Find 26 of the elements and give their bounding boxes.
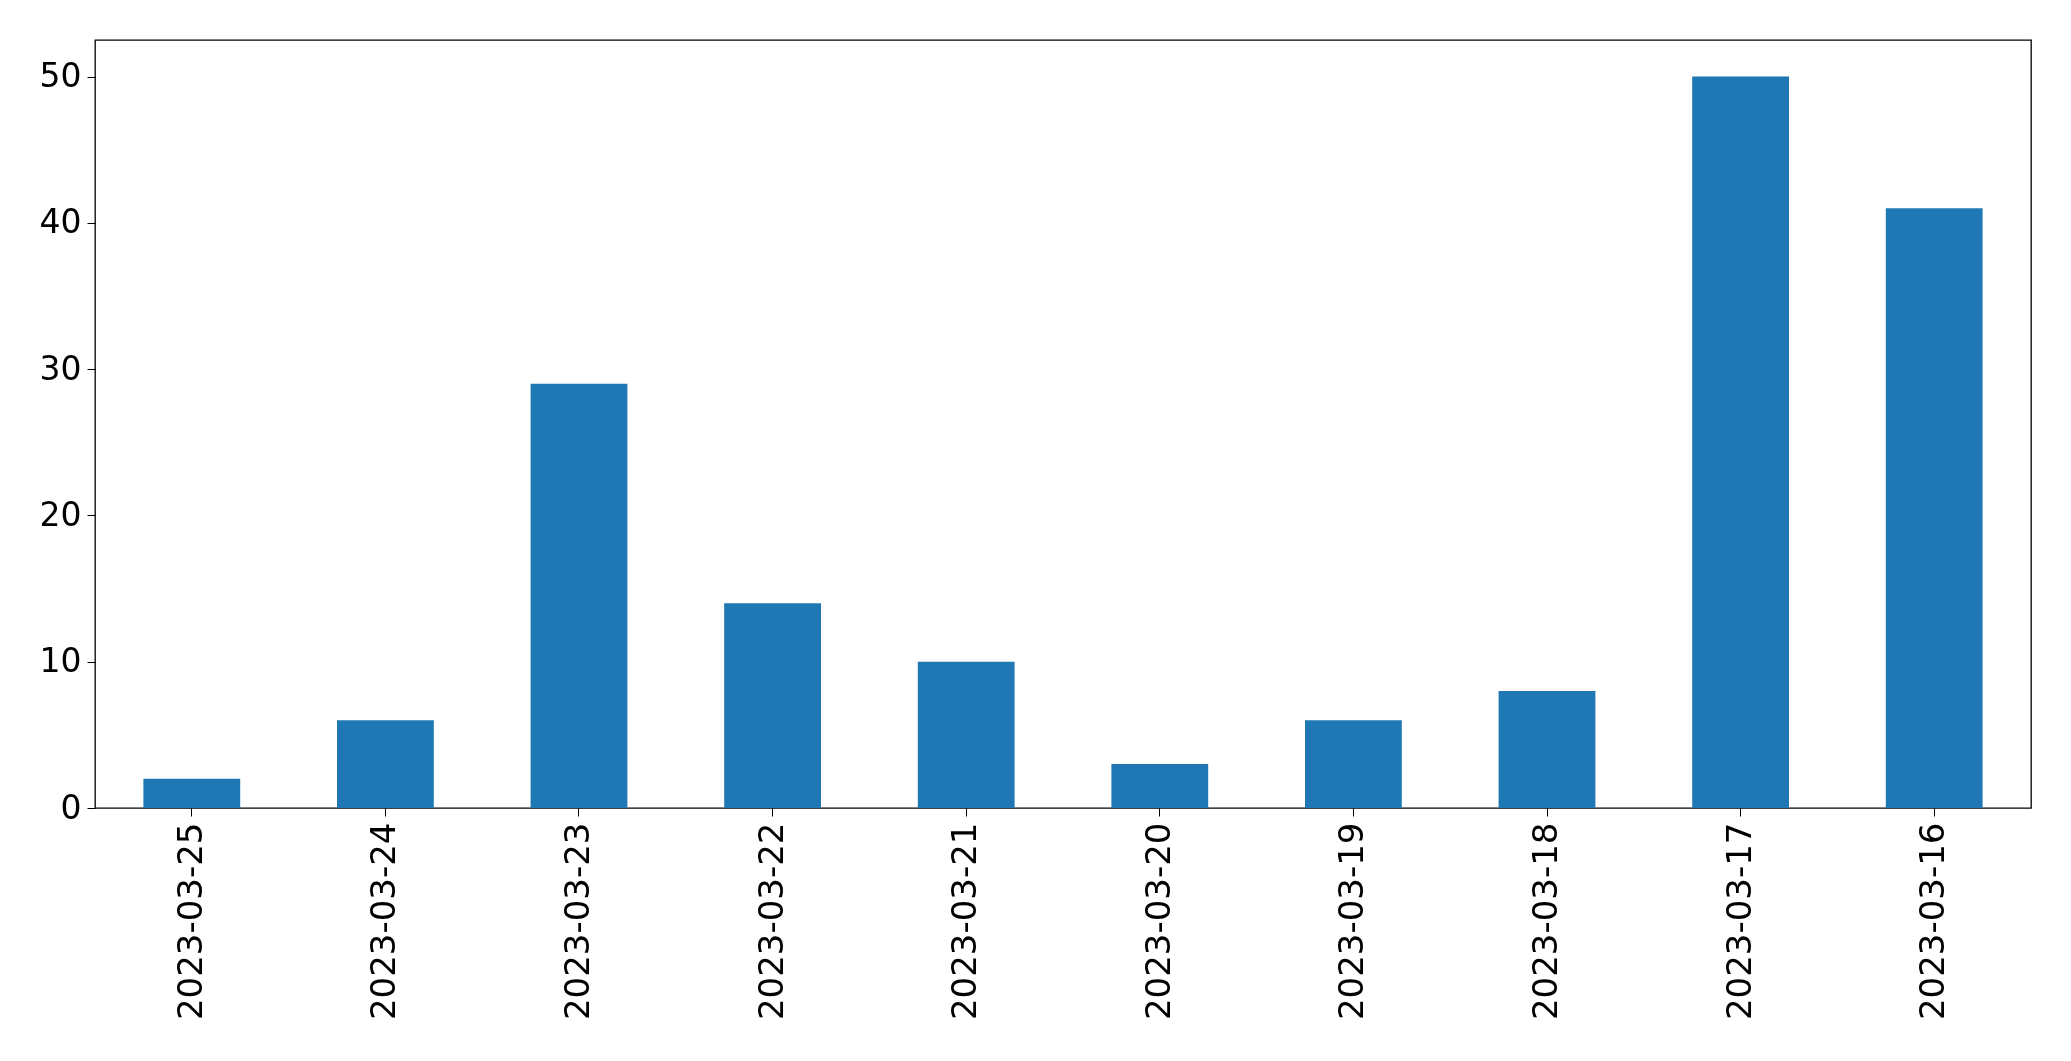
- bar: [143, 778, 241, 808]
- y-tick-label: 20: [39, 494, 82, 534]
- x-tick-label: 2023-03-25: [169, 822, 210, 1021]
- x-tick-label: 2023-03-20: [1137, 822, 1178, 1021]
- x-tick-label: 2023-03-16: [1912, 822, 1953, 1021]
- x-tick-label: 2023-03-22: [750, 822, 791, 1021]
- bar: [917, 661, 1015, 808]
- bar: [1305, 720, 1402, 808]
- bar: [1498, 690, 1596, 808]
- bar: [1692, 76, 1789, 808]
- bar: [337, 720, 434, 808]
- bar: [1885, 208, 1983, 808]
- x-tick-label: 2023-03-23: [557, 822, 597, 1021]
- bar: [530, 383, 628, 808]
- x-tick-label: 2023-03-17: [1718, 822, 1759, 1021]
- x-tick-label: 2023-03-24: [363, 822, 404, 1021]
- y-tick-label: 40: [39, 202, 82, 242]
- y-tick-label: 50: [39, 56, 82, 96]
- x-tick-label: 2023-03-18: [1525, 822, 1565, 1021]
- bar: [724, 603, 821, 808]
- x-tick-label: 2023-03-21: [944, 822, 985, 1021]
- y-tick-label: 30: [39, 348, 82, 388]
- bar: [1111, 764, 1209, 808]
- y-tick-label: 0: [60, 787, 82, 827]
- x-tick-label: 2023-03-19: [1331, 822, 1372, 1021]
- y-tick-label: 10: [39, 641, 82, 681]
